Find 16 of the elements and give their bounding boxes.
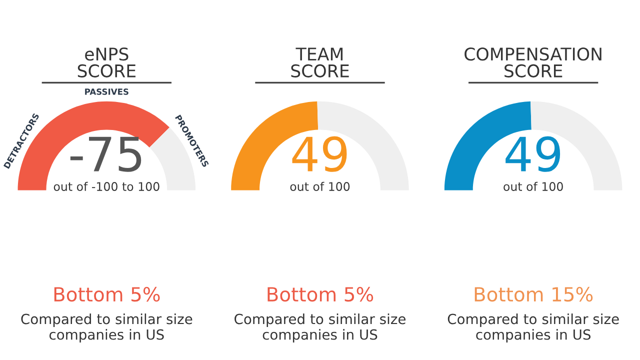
text: out of -100 to 100 <box>54 182 160 191</box>
text: 49 <box>292 136 347 172</box>
text: Compared to similar size companies in US <box>21 314 192 342</box>
text: Compared to similar size companies in US <box>448 314 619 342</box>
text: 49 <box>506 136 560 172</box>
text: Bottom 15% <box>474 286 593 302</box>
text: Compared to similar size companies in US <box>234 314 406 342</box>
text: Bottom 5% <box>54 286 160 302</box>
text: PASSIVES <box>85 88 128 95</box>
chart-title: eNPS SCORE <box>78 48 136 78</box>
text: -75 <box>70 136 142 172</box>
text: Bottom 5% <box>268 286 374 302</box>
chart-title: COMPENSATION SCORE <box>464 48 602 78</box>
text: out of 100 <box>290 182 350 191</box>
text: out of 100 <box>504 182 563 191</box>
chart-title: TEAM SCORE <box>291 48 349 78</box>
